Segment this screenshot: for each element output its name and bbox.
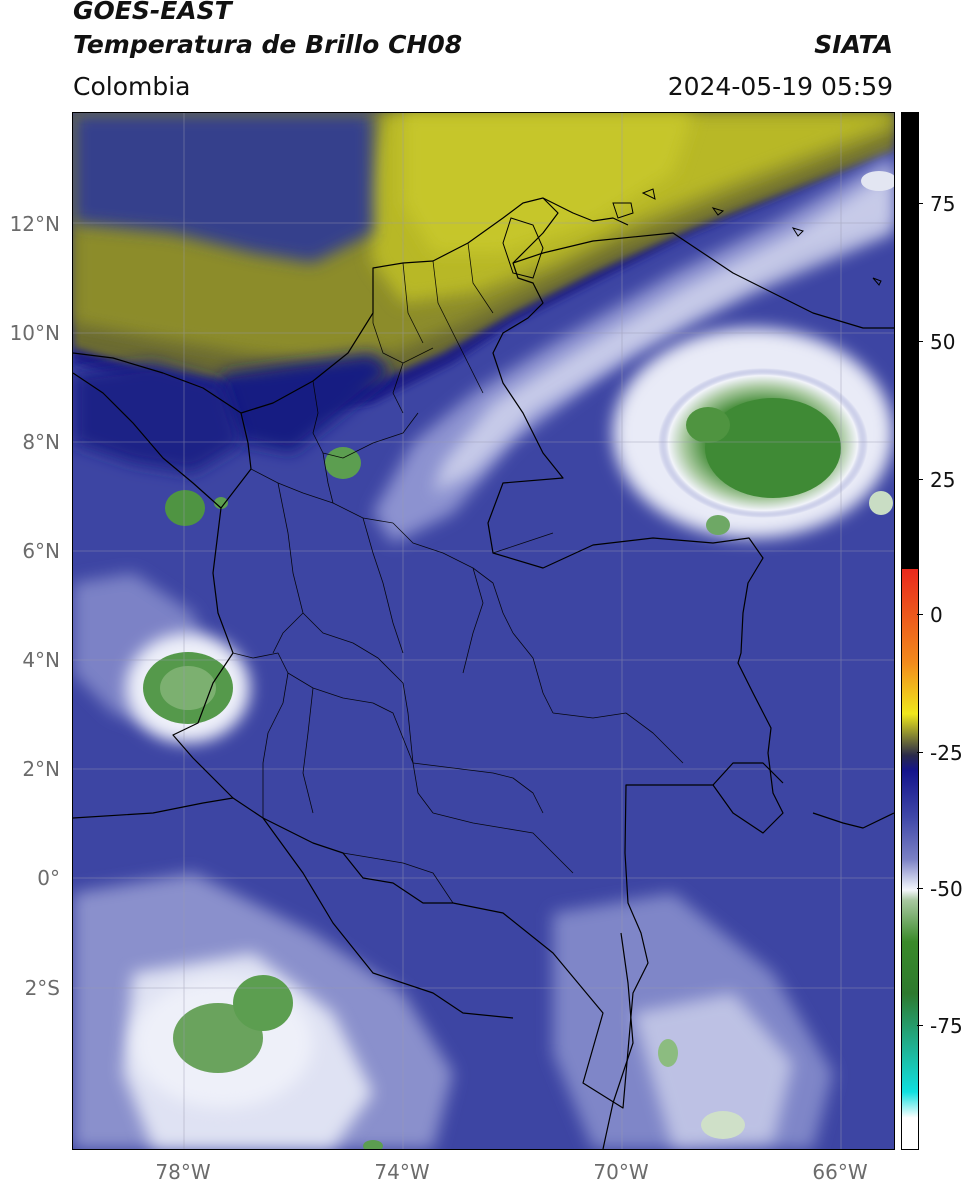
lat-label-0: 0° (37, 866, 60, 890)
lat-label-2s: 2°S (24, 976, 60, 1000)
lat-label-8n: 8°N (22, 430, 60, 454)
lon-label-74w: 74°W (374, 1160, 430, 1184)
colorbar-label-neg75: -75 (930, 1014, 963, 1038)
lat-label-12n: 12°N (9, 212, 60, 236)
colorbar-label-neg50: -50 (930, 877, 963, 901)
colorbar-label-25: 25 (930, 468, 956, 492)
datetime-label: 2024-05-19 05:59 (667, 72, 893, 101)
organization-label: SIATA (814, 30, 893, 59)
satellite-map[interactable] (72, 112, 895, 1150)
lat-label-4n: 4°N (22, 648, 60, 672)
region-label: Colombia (73, 72, 191, 101)
colorbar-label-neg25: -25 (930, 741, 963, 765)
colorbar-label-50: 50 (930, 330, 956, 354)
lon-label-66w: 66°W (812, 1160, 868, 1184)
lon-label-78w: 78°W (155, 1160, 211, 1184)
lat-label-2n: 2°N (22, 757, 60, 781)
temperature-colorbar (901, 112, 919, 1150)
lon-label-70w: 70°W (593, 1160, 649, 1184)
colorbar-label-0: 0 (930, 603, 943, 627)
satellite-title: GOES-EAST (73, 0, 232, 25)
lat-label-6n: 6°N (22, 539, 60, 563)
colorbar-label-75: 75 (930, 192, 956, 216)
product-title: Temperatura de Brillo CH08 (73, 30, 463, 59)
lat-label-10n: 10°N (9, 321, 60, 345)
